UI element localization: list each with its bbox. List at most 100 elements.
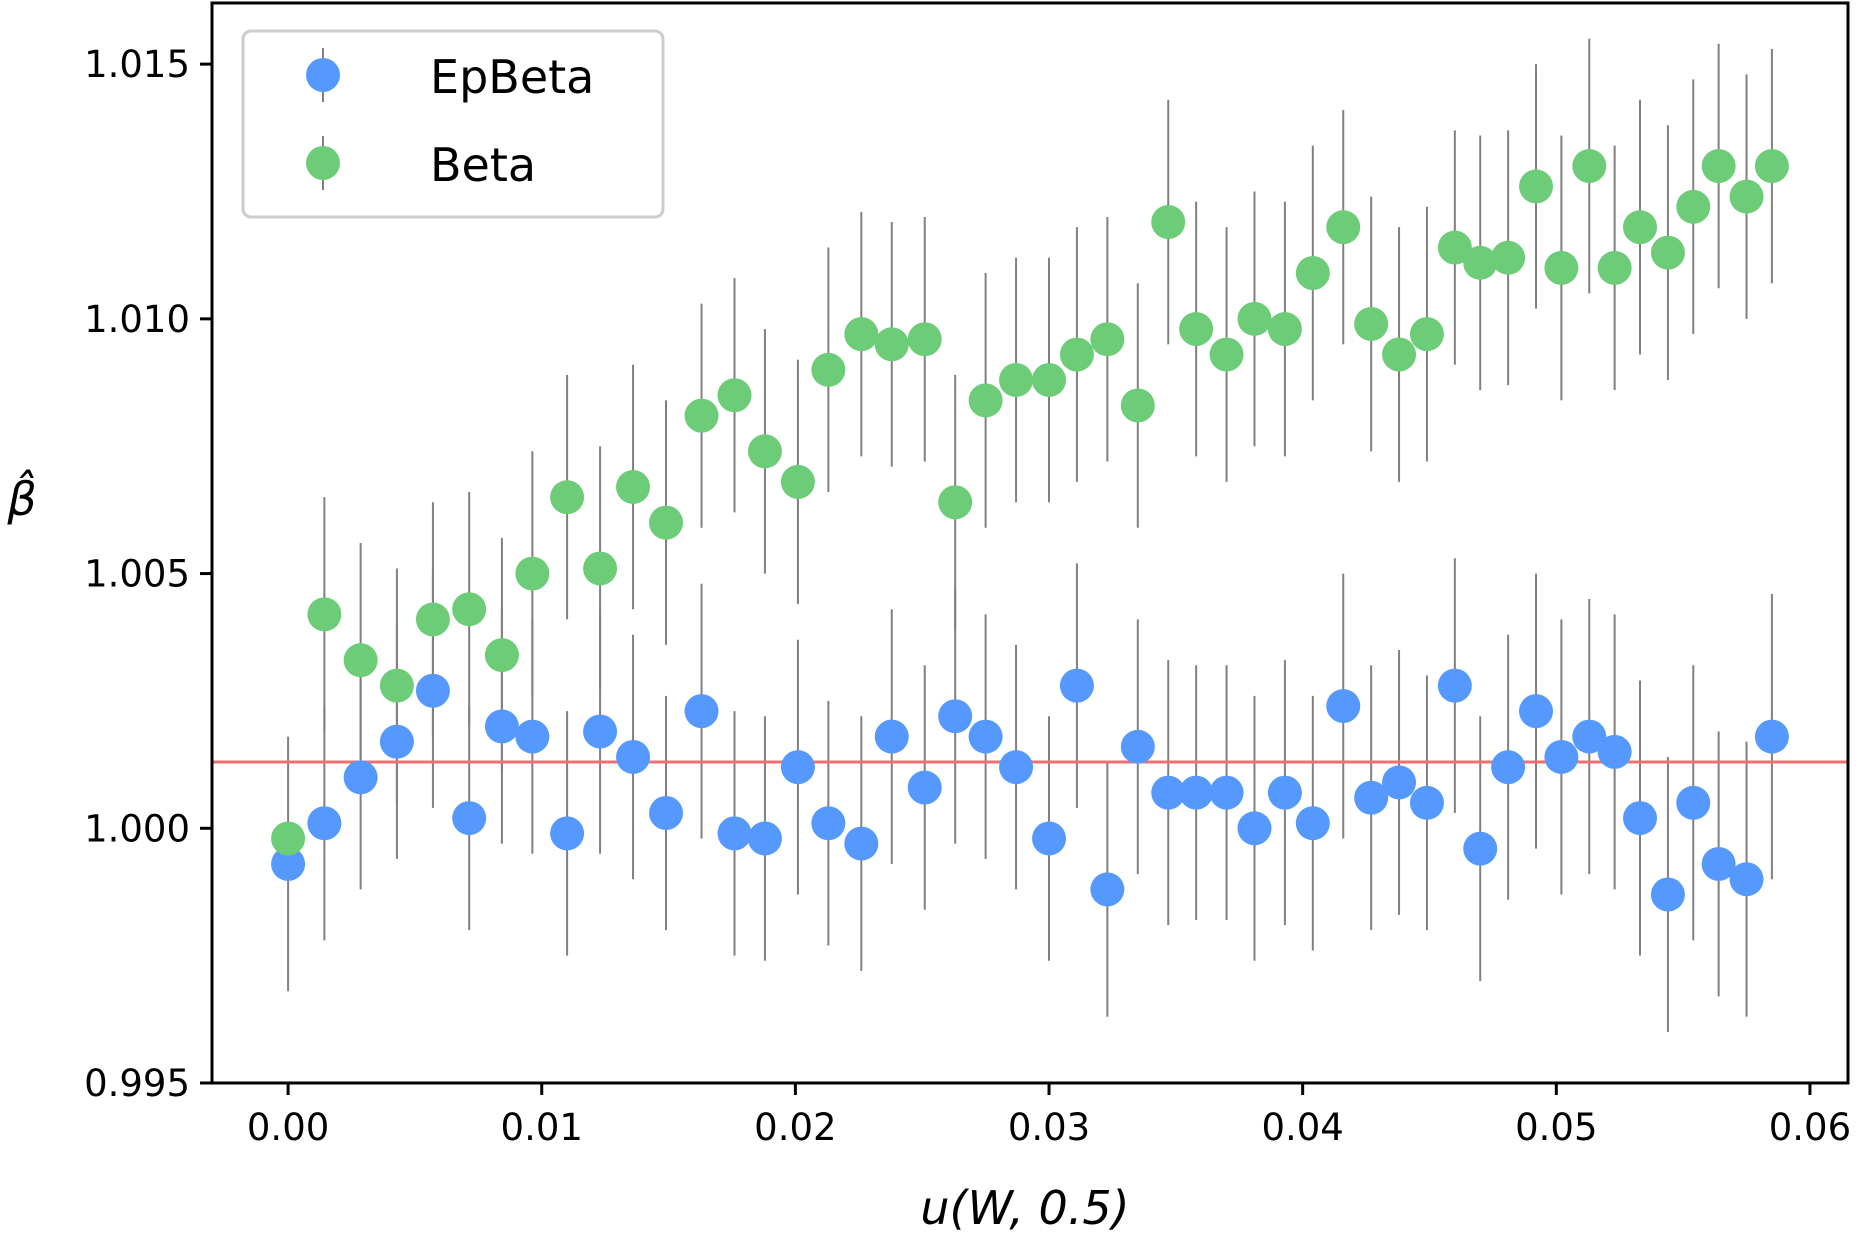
legend-epbeta-marker	[306, 58, 340, 92]
beta-point	[379, 668, 414, 703]
x-tick-label: 0.03	[1008, 1106, 1090, 1149]
x-tick-label: 0.00	[247, 1106, 329, 1149]
beta-point	[1491, 240, 1526, 275]
beta-point	[1151, 205, 1186, 240]
epbeta-point	[1090, 872, 1125, 907]
legend-beta-label: Beta	[430, 138, 536, 192]
epbeta-point	[1729, 862, 1764, 897]
beta-point	[907, 322, 942, 357]
epbeta-point	[1754, 719, 1789, 754]
y-axis-label: β̂	[6, 469, 36, 526]
beta-point	[844, 317, 879, 352]
beta-point	[717, 378, 752, 413]
y-tick-label: 1.015	[84, 43, 190, 86]
plot-frame	[210, 1, 1850, 1085]
point-layer	[271, 149, 1789, 912]
epbeta-point	[1676, 785, 1711, 820]
legend-entry-epbeta: EpBeta	[306, 48, 594, 104]
y-tick-label: 1.005	[84, 553, 190, 596]
epbeta-point	[1572, 719, 1607, 754]
beta-point	[684, 398, 719, 433]
epbeta-point	[484, 709, 519, 744]
beta-point	[616, 469, 651, 504]
epbeta-point	[1059, 668, 1094, 703]
beta-point	[1032, 362, 1067, 397]
axes-layer: 0.995 1.000 1.005 1.010 1.015 0.00 0.01 0.02 0.0…	[84, 1, 1851, 1149]
y-tick-label: 1.000	[84, 807, 190, 850]
epbeta-point	[1544, 739, 1579, 774]
legend-entry-beta: Beta	[306, 136, 536, 192]
epbeta-point	[271, 846, 306, 881]
beta-point	[1437, 230, 1472, 265]
epbeta-point	[379, 724, 414, 759]
epbeta-point	[844, 826, 879, 861]
epbeta-point	[452, 801, 487, 836]
beta-point	[452, 592, 487, 627]
epbeta-point	[1295, 806, 1330, 841]
beta-point	[1729, 179, 1764, 214]
epbeta-point	[515, 719, 550, 754]
y-tick-label: 0.995	[84, 1062, 190, 1105]
beta-point	[968, 383, 1003, 418]
x-tick-label: 0.02	[754, 1106, 836, 1149]
epbeta-point	[907, 770, 942, 805]
beta-point	[1237, 301, 1272, 336]
epbeta-point	[747, 821, 782, 856]
epbeta-point	[550, 816, 585, 851]
epbeta-point	[307, 806, 342, 841]
beta-point	[1382, 337, 1417, 372]
epbeta-point	[343, 760, 378, 795]
beta-point	[874, 327, 909, 362]
beta-point	[780, 464, 815, 499]
epbeta-point	[616, 739, 651, 774]
epbeta-point	[1237, 811, 1272, 846]
epbeta-point	[999, 750, 1034, 785]
y-tick-label: 1.010	[84, 298, 190, 341]
beta-point	[1519, 169, 1554, 204]
epbeta-point	[717, 816, 752, 851]
legend-epbeta-label: EpBeta	[430, 50, 594, 104]
epbeta-point	[1597, 734, 1632, 769]
x-tick-label: 0.05	[1515, 1106, 1597, 1149]
beta-point	[938, 485, 973, 520]
beta-point	[1209, 337, 1244, 372]
x-tick-label: 0.06	[1769, 1106, 1851, 1149]
beta-point	[1463, 245, 1498, 280]
beta-point	[1597, 250, 1632, 285]
beta-point	[515, 556, 550, 591]
beta-point	[1179, 312, 1214, 347]
legend: EpBeta Beta	[241, 29, 665, 219]
beta-point	[811, 352, 846, 387]
epbeta-point	[415, 673, 450, 708]
epbeta-point	[1179, 775, 1214, 810]
x-tick-label: 0.04	[1261, 1106, 1343, 1149]
beta-point	[1059, 337, 1094, 372]
epbeta-point	[1650, 877, 1685, 912]
epbeta-point	[938, 699, 973, 734]
beta-point	[1676, 189, 1711, 224]
epbeta-point	[649, 796, 684, 830]
epbeta-point	[1437, 668, 1472, 703]
epbeta-point	[1463, 831, 1498, 866]
beta-point	[1701, 149, 1736, 184]
beta-point	[415, 602, 450, 637]
beta-point	[1354, 306, 1389, 341]
epbeta-point	[811, 806, 846, 841]
beta-point	[1544, 250, 1579, 285]
legend-beta-marker	[306, 146, 340, 180]
beta-point	[271, 821, 306, 856]
beta-point	[1326, 210, 1361, 245]
epbeta-point	[1354, 780, 1389, 815]
epbeta-point	[1519, 694, 1554, 729]
epbeta-point	[1382, 765, 1417, 800]
beta-point	[343, 643, 378, 678]
beta-point	[484, 638, 519, 673]
epbeta-point	[1326, 689, 1361, 724]
x-tick-label: 0.01	[501, 1106, 583, 1149]
epbeta-point	[1151, 775, 1186, 810]
epbeta-point	[968, 719, 1003, 754]
x-axis-label: u(W, 0.5)	[920, 1181, 1129, 1235]
beta-point	[999, 362, 1034, 397]
beta-point	[307, 597, 342, 632]
